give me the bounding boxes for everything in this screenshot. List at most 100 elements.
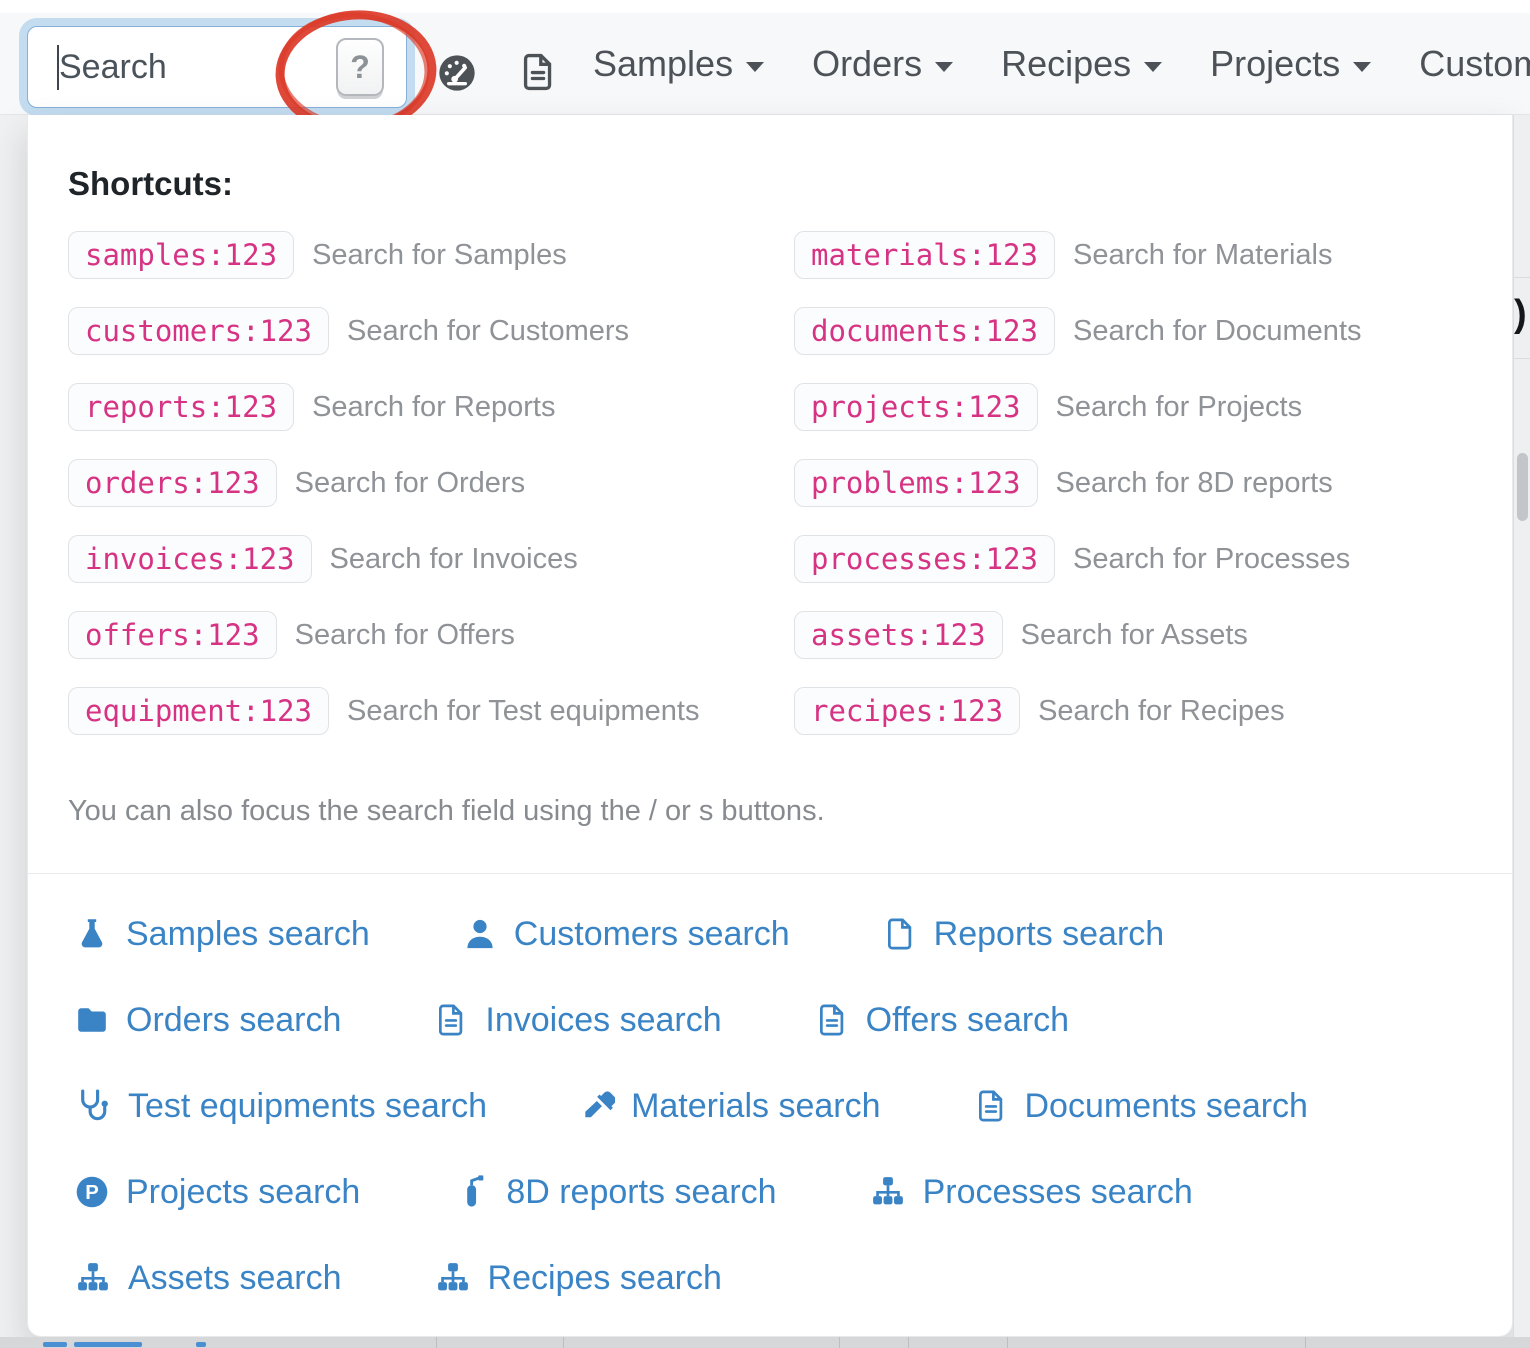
offers-search-link[interactable]: Offers search [814, 1001, 1069, 1040]
shortcuts-heading: Shortcuts: [68, 165, 233, 202]
shortcut-description: Search for Processes [1072, 543, 1351, 575]
chevron-down-icon [1353, 61, 1372, 72]
shortcut-item: assets:123 Search for Assets [794, 611, 1362, 687]
link-label: Orders search [126, 1000, 342, 1039]
shortcuts-grid: samples:123 Search for Samples customers… [68, 231, 1362, 763]
shortcut-description: Search for Documents [1072, 315, 1362, 347]
shortcut-item: customers:123 Search for Customers [68, 307, 794, 383]
link-row: Test equipments search Materials search … [74, 1082, 1482, 1130]
navbar-menu: Samples Orders Recipes Projects Customer… [593, 13, 1530, 115]
shortcut-item: invoices:123 Search for Invoices [68, 535, 794, 611]
table-column-divider [563, 1337, 564, 1348]
shortcut-code: invoices:123 [68, 535, 312, 583]
projects-search-link[interactable]: P Projects search [74, 1173, 360, 1212]
file-icon [887, 918, 911, 950]
divider [1514, 277, 1530, 278]
link-label: Documents search [1024, 1086, 1308, 1125]
link-label: Samples search [126, 914, 370, 953]
partial-text: ) [1514, 293, 1527, 335]
section-divider [28, 873, 1512, 874]
shortcut-code: samples:123 [68, 231, 295, 279]
link-label: Recipes search [487, 1258, 722, 1297]
search-field-wrapper: ? [27, 26, 407, 108]
table-column-divider [908, 1337, 909, 1348]
page-bottom-sliver [0, 1337, 1530, 1348]
shortcut-item: recipes:123 Search for Recipes [794, 687, 1362, 763]
shortcut-description: Search for Materials [1072, 239, 1333, 271]
chevron-down-icon [935, 61, 954, 72]
table-column-divider [436, 1337, 437, 1348]
tachometer-icon[interactable] [437, 53, 477, 93]
shortcut-code: reports:123 [68, 383, 295, 431]
shortcut-description: Search for Projects [1055, 391, 1303, 423]
shortcut-code: documents:123 [794, 307, 1055, 355]
partial-link-text [43, 1342, 67, 1347]
8d-reports-search-link[interactable]: 8D reports search [452, 1173, 777, 1212]
shortcut-code: problems:123 [794, 459, 1038, 507]
shortcut-item: processes:123 Search for Processes [794, 535, 1362, 611]
shortcut-item: problems:123 Search for 8D reports [794, 459, 1362, 535]
menu-samples[interactable]: Samples [593, 43, 765, 85]
search-links-section: Samples search Customers search Reports … [74, 910, 1482, 1340]
table-column-divider [839, 1337, 840, 1348]
assets-search-link[interactable]: Assets search [74, 1259, 342, 1298]
processes-search-link[interactable]: Processes search [869, 1173, 1193, 1212]
documents-search-link[interactable]: Documents search [973, 1087, 1308, 1126]
menu-samples-label: Samples [593, 43, 734, 84]
shortcut-description: Search for Customers [346, 315, 630, 347]
orders-search-link[interactable]: Orders search [74, 1001, 341, 1040]
link-row: Assets search Recipes search [74, 1254, 1482, 1302]
menu-customers-label: Customers [1419, 43, 1530, 84]
shortcut-item: equipment:123 Search for Test equipments [68, 687, 794, 763]
chevron-down-icon [746, 61, 765, 72]
page-right-sliver: ) [1513, 115, 1530, 1337]
customers-search-link[interactable]: Customers search [462, 915, 790, 954]
shortcut-code: projects:123 [794, 383, 1038, 431]
svg-text:P: P [85, 1182, 99, 1204]
menu-customers[interactable]: Customers [1419, 43, 1530, 85]
flask-icon [81, 919, 103, 948]
invoices-search-link[interactable]: Invoices search [433, 1000, 722, 1040]
shortcut-description: Search for Assets [1020, 619, 1248, 651]
search-input[interactable] [59, 27, 289, 107]
shortcut-code: materials:123 [794, 231, 1055, 279]
link-label: Invoices search [485, 1000, 722, 1039]
divider [1514, 358, 1530, 359]
file-text-icon [439, 1004, 463, 1036]
shortcut-description: Search for Samples [312, 239, 567, 271]
search-help-dropdown: Shortcuts: samples:123 Search for Sample… [27, 115, 1513, 1337]
recipes-search-link[interactable]: Recipes search [434, 1259, 722, 1298]
sitemap-icon [78, 1263, 108, 1291]
shortcut-description: Search for Reports [312, 391, 556, 423]
search-help-key-button[interactable]: ? [336, 38, 384, 96]
sitemap-icon [437, 1263, 468, 1291]
shortcut-description: Search for Orders [294, 467, 526, 499]
folder-icon [78, 1008, 106, 1032]
fire-extinguisher-icon [467, 1175, 484, 1207]
menu-orders[interactable]: Orders [812, 43, 954, 85]
materials-search-link[interactable]: Materials search [579, 1087, 881, 1126]
link-label: Processes search [922, 1172, 1193, 1211]
stethoscope-icon [81, 1089, 108, 1121]
samples-search-link[interactable]: Samples search [74, 915, 370, 954]
file-text-icon [978, 1090, 1002, 1122]
reports-search-link[interactable]: Reports search [882, 914, 1165, 954]
shortcut-item: documents:123 Search for Documents [794, 307, 1362, 383]
link-label: Reports search [933, 914, 1165, 953]
link-label: Customers search [513, 914, 790, 953]
link-label: Projects search [126, 1172, 361, 1211]
test-equipments-search-link[interactable]: Test equipments search [74, 1087, 487, 1126]
link-label: Offers search [865, 1000, 1070, 1039]
shortcut-item: reports:123 Search for Reports [68, 383, 794, 459]
shortcut-code: offers:123 [68, 611, 277, 659]
shortcut-code: assets:123 [794, 611, 1003, 659]
menu-recipes[interactable]: Recipes [1001, 43, 1163, 85]
shortcut-description: Search for 8D reports [1055, 467, 1333, 499]
sitemap-icon [872, 1177, 903, 1205]
file-text-icon[interactable] [517, 51, 559, 93]
focus-hint-note: You can also focus the search field usin… [68, 795, 825, 827]
shortcut-code: customers:123 [68, 307, 329, 355]
menu-projects[interactable]: Projects [1210, 43, 1372, 85]
shortcut-item: offers:123 Search for Offers [68, 611, 794, 687]
scrollbar-thumb[interactable] [1517, 453, 1528, 521]
